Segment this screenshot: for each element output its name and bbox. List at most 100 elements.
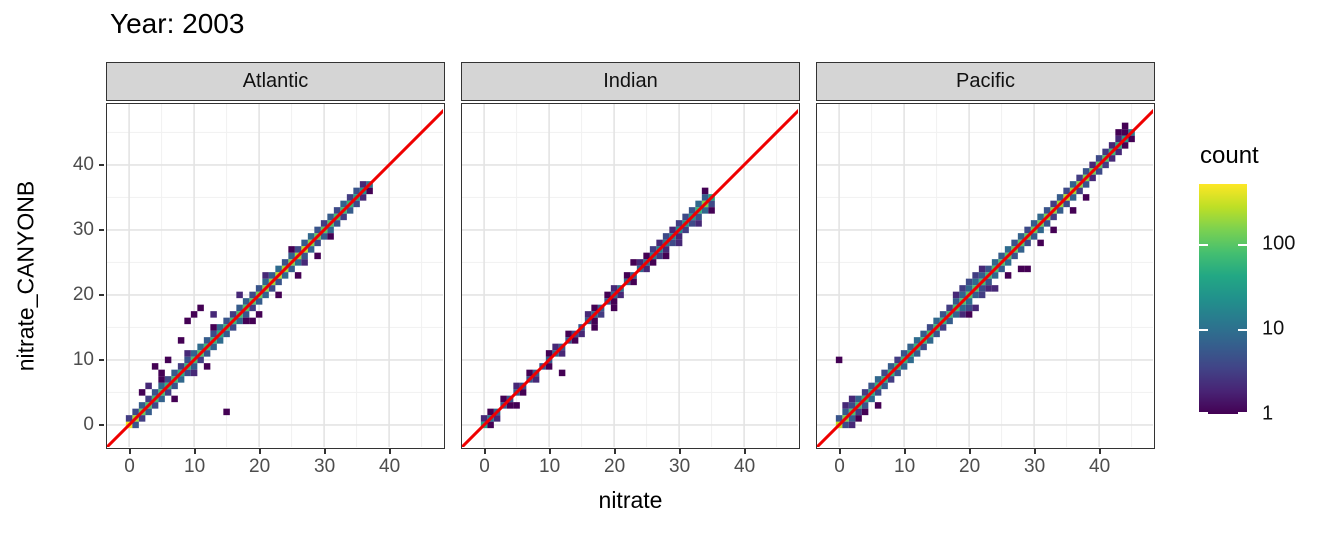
- count-bin: [229, 311, 237, 318]
- x-tick-label: 10: [539, 456, 561, 477]
- x-tick-label: 30: [314, 456, 336, 477]
- count-bin: [926, 337, 934, 344]
- count-bin: [952, 311, 960, 318]
- count-bin: [493, 415, 501, 422]
- count-bin: [532, 376, 540, 383]
- count-bin: [190, 350, 198, 357]
- count-bin: [978, 285, 986, 292]
- x-axis-title: nitrate: [598, 487, 663, 513]
- count-bin: [708, 200, 715, 208]
- count-bin: [197, 343, 204, 351]
- count-bin: [1024, 265, 1031, 273]
- count-bin: [203, 350, 211, 357]
- count-bin: [1050, 226, 1057, 234]
- count-bin: [480, 415, 488, 422]
- count-bin: [1095, 155, 1103, 162]
- count-bin: [262, 291, 269, 299]
- count-bin: [359, 181, 367, 188]
- count-bin: [301, 259, 308, 266]
- count-bin: [223, 330, 230, 338]
- count-bin: [900, 350, 908, 357]
- count-bin: [164, 376, 172, 383]
- legend-title: count: [1200, 142, 1259, 169]
- count-bin: [151, 389, 159, 396]
- count-bin: [327, 226, 334, 234]
- count-bin: [513, 402, 520, 409]
- count-bin: [307, 246, 315, 253]
- identity-line: [817, 108, 1153, 447]
- count-bin: [669, 226, 676, 234]
- count-bin: [210, 311, 217, 318]
- x-tick-label: 10: [184, 456, 206, 477]
- count-bin: [933, 317, 940, 325]
- legend-tick-mark: [1238, 412, 1247, 414]
- count-bin: [894, 369, 901, 377]
- count-bin: [1004, 272, 1012, 279]
- count-bin: [861, 408, 869, 416]
- legend-colorbar: [1199, 184, 1247, 414]
- count-bin: [617, 291, 624, 299]
- count-bin: [959, 285, 966, 292]
- count-bin: [500, 395, 507, 403]
- count-bin: [314, 239, 321, 247]
- x-tick-label: 30: [669, 456, 691, 477]
- count-bin: [333, 220, 341, 227]
- count-bin: [675, 233, 683, 240]
- count-bin: [874, 376, 882, 383]
- count-bin: [861, 402, 869, 409]
- count-bin: [249, 317, 256, 325]
- count-bin: [281, 272, 289, 279]
- count-bin: [158, 382, 165, 390]
- count-bin: [249, 291, 256, 299]
- count-bin: [1050, 213, 1057, 221]
- count-bin: [578, 330, 585, 338]
- count-bin: [978, 272, 986, 279]
- count-bin: [1089, 161, 1096, 169]
- count-bin: [1017, 265, 1025, 273]
- count-bin: [939, 311, 947, 318]
- x-tick-label: 40: [734, 456, 756, 477]
- identity-line: [462, 108, 798, 447]
- y-tick-label: 0: [83, 413, 94, 435]
- count-bin: [359, 194, 367, 201]
- count-bin: [972, 272, 979, 279]
- count-bin: [842, 408, 849, 416]
- legend-tick-label: 10: [1262, 317, 1285, 340]
- count-bin: [965, 304, 973, 312]
- count-bin: [242, 298, 250, 305]
- x-tick-mark: [838, 449, 841, 454]
- count-bin: [138, 402, 146, 409]
- panel-plot-area: [461, 103, 800, 449]
- count-bin: [210, 330, 217, 338]
- legend-tick-mark: [1238, 243, 1247, 246]
- count-bin: [998, 252, 1005, 260]
- count-bin: [662, 233, 670, 240]
- count-bin: [656, 239, 663, 247]
- count-bin: [907, 356, 914, 364]
- y-tick-mark: [99, 424, 104, 427]
- count-bin: [662, 252, 670, 260]
- count-bin: [630, 259, 637, 266]
- count-bin: [242, 317, 250, 325]
- count-bin: [565, 330, 572, 338]
- count-bin: [682, 213, 689, 221]
- count-bin: [340, 200, 347, 208]
- count-bin: [164, 389, 172, 396]
- count-bin: [288, 252, 295, 260]
- count-bin: [1017, 246, 1025, 253]
- count-bin: [946, 317, 953, 325]
- count-bin: [145, 382, 152, 390]
- facet-strip-label: Indian: [603, 70, 658, 92]
- count-bin: [591, 304, 598, 312]
- count-bin: [643, 252, 650, 260]
- count-bin: [210, 324, 217, 331]
- count-bin: [353, 187, 360, 195]
- count-bin: [610, 304, 618, 312]
- count-bin: [978, 265, 986, 273]
- count-bin: [959, 304, 966, 312]
- count-bin: [604, 291, 611, 299]
- count-bin: [848, 402, 856, 409]
- count-bin: [855, 395, 862, 403]
- count-bin: [487, 408, 494, 416]
- count-bin: [171, 395, 178, 403]
